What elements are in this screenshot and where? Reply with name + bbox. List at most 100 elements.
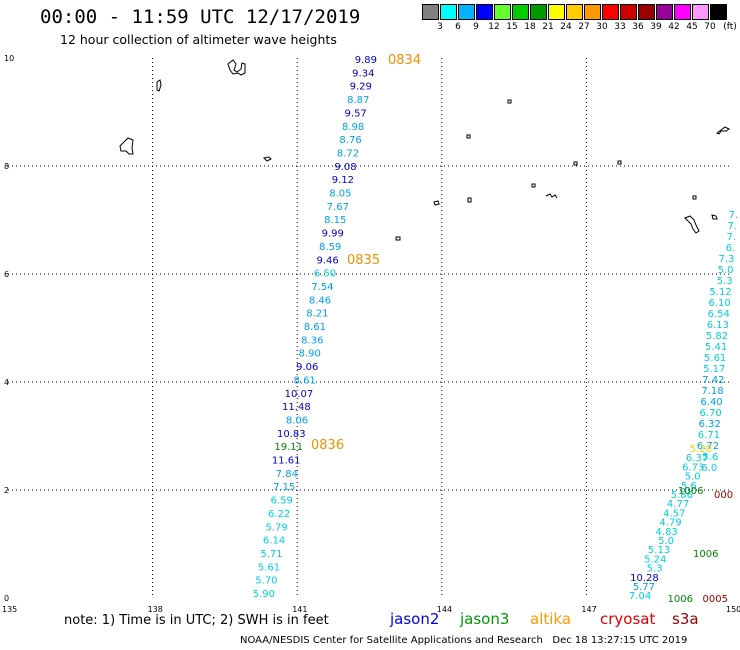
wave-height-value: 9.89 <box>355 55 377 66</box>
wave-height-value: 5.71 <box>260 549 282 560</box>
coastline-islands <box>119 59 730 241</box>
wave-height-value: 7.54 <box>311 282 333 293</box>
wave-height-value: 8.46 <box>309 295 331 306</box>
island <box>507 99 512 104</box>
track-time-labels: 0834 0835 0836 <box>311 53 421 453</box>
wave-height-value: 8.15 <box>324 215 346 226</box>
legend-label: 45 <box>686 22 698 32</box>
wave-height-value: 7.42 <box>702 375 724 386</box>
wave-height-value: 7.18 <box>701 386 723 397</box>
footer-credit: NOAA/NESDIS Center for Satellite Applica… <box>240 635 688 646</box>
wave-height-value: 6.10 <box>709 298 731 309</box>
legend-swatch <box>710 4 727 20</box>
island <box>573 161 578 166</box>
wave-height-value: 6.73 <box>682 462 704 473</box>
legend-label: 33 <box>614 22 626 32</box>
wave-height-value: 5.41 <box>705 342 727 353</box>
wave-height-value: 7. <box>728 210 738 221</box>
legend-swatch <box>440 4 457 20</box>
island <box>395 236 401 241</box>
legend-label: 6 <box>455 22 461 32</box>
wave-height-value: 0005 <box>703 594 728 605</box>
wave-height-value: 5.6 <box>681 481 697 492</box>
legend-label: 3 <box>437 22 443 32</box>
island <box>711 214 718 220</box>
wave-height-value: 5.0 <box>718 265 734 276</box>
wave-height-value: 5.86 <box>671 490 693 501</box>
wave-height-value: 8.61 <box>294 375 316 386</box>
legend-label: 70 <box>704 22 716 32</box>
lat-tick-label: 2 <box>4 486 9 495</box>
legend-label: 21 <box>542 22 554 32</box>
wave-height-value: 8.72 <box>337 148 359 159</box>
wave-height-value: 6.70 <box>700 408 722 419</box>
wave-height-value: 8.98 <box>342 122 364 133</box>
legend-label: 36 <box>632 22 644 32</box>
wave-height-value: 8.05 <box>329 189 351 200</box>
island <box>156 79 162 92</box>
legend-label: 27 <box>578 22 590 32</box>
wave-height-value: 5.12 <box>709 287 731 298</box>
legend-label: 15 <box>506 22 518 32</box>
altimeter-track-primary: 9.89 9.34 9.29 8.87 9.57 8.98 8.76 8.72 9.08 9.12… <box>253 55 377 600</box>
wave-height-value: 5.0 <box>685 472 701 483</box>
legend-label: 24 <box>560 22 572 32</box>
wave-height-value: 7. <box>727 232 737 243</box>
legend-label: 30 <box>596 22 608 32</box>
wave-height-value: 10.07 <box>285 389 314 400</box>
wave-height-value: 8.61 <box>304 322 326 333</box>
legend-label: 42 <box>668 22 680 32</box>
wave-height-value: 6.13 <box>707 320 729 331</box>
wave-height-value: 6. <box>726 243 736 254</box>
time-label: 0835 <box>347 253 380 268</box>
island <box>466 134 471 139</box>
legend-swatch <box>602 4 619 20</box>
wave-height-value: 9.29 <box>350 82 372 93</box>
wave-height-value: 9.57 <box>345 108 367 119</box>
island <box>716 126 730 135</box>
island <box>433 200 440 206</box>
island <box>467 197 472 203</box>
legend-swatch <box>476 4 493 20</box>
wave-height-value: 7.15 <box>273 482 295 493</box>
altimeter-track-secondary: 7.7.7.6.7.35.05.35.126.106.546.135.825.4… <box>629 210 738 605</box>
satellite-label-jason2: jason2 <box>390 610 440 628</box>
island <box>531 183 536 188</box>
island <box>119 137 134 155</box>
legend-swatch <box>458 4 475 20</box>
wave-height-value: 5.3 <box>717 276 733 287</box>
wave-height-value: 9.99 <box>322 229 344 240</box>
wave-height-value: 5.13 <box>648 545 670 556</box>
wave-height-value: 5.6 <box>702 452 718 463</box>
island <box>617 160 622 165</box>
lat-tick-label: 6 <box>4 270 9 279</box>
lat-tick-label: 8 <box>4 162 9 171</box>
legend-swatch <box>692 4 709 20</box>
legend-label: 39 <box>650 22 662 32</box>
legend-label: 12 <box>488 22 500 32</box>
map-title: 00:00 - 11:59 UTC 12/17/2019 <box>40 6 361 28</box>
wave-height-value: 6.59 <box>271 496 293 507</box>
wave-height-value: 9.06 <box>296 362 318 373</box>
legend-label: 18 <box>524 22 536 32</box>
wave-height-value: 000 <box>714 490 733 501</box>
legend-label: 9 <box>473 22 479 32</box>
units-note: note: 1) Time is in UTC; 2) SWH is in fe… <box>64 613 329 628</box>
wave-height-value: 8.76 <box>339 135 361 146</box>
wave-height-value: 6.72 <box>697 441 719 452</box>
wave-height-value: 19.11 <box>274 442 303 453</box>
island <box>227 59 246 76</box>
island <box>692 195 697 200</box>
wave-height-value: 5.70 <box>255 576 277 587</box>
wave-height-value: 1006 <box>693 549 718 560</box>
island <box>262 156 272 162</box>
wave-height-value: 4.57 <box>663 508 685 519</box>
legend-swatch <box>512 4 529 20</box>
wave-height-value: 6.40 <box>700 397 722 408</box>
legend-swatch <box>584 4 601 20</box>
legend-swatch <box>422 4 439 20</box>
island <box>545 193 558 199</box>
wave-height-value: 6.14 <box>263 536 285 547</box>
satellite-label-jason3: jason3 <box>460 610 510 628</box>
wave-height-value: 9.12 <box>332 175 354 186</box>
